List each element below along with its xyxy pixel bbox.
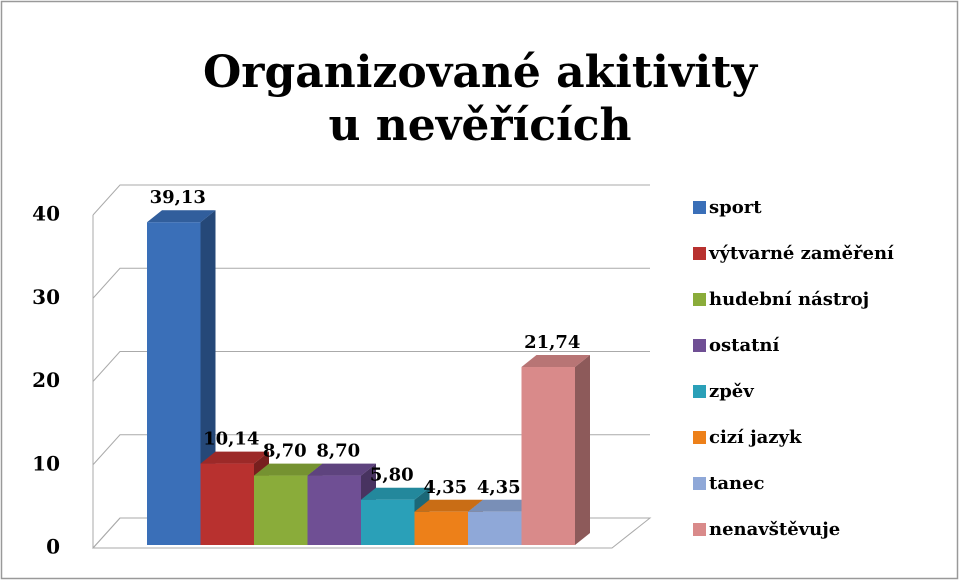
legend-label: cizí jazyk bbox=[709, 427, 802, 448]
bar bbox=[147, 222, 201, 546]
legend-label: sport bbox=[709, 197, 762, 218]
bar-top bbox=[521, 355, 590, 368]
legend-label: výtvarné zaměření bbox=[708, 243, 894, 264]
bar bbox=[468, 511, 522, 545]
legend-swatch bbox=[693, 523, 706, 536]
legend-label: tanec bbox=[709, 473, 765, 494]
bar bbox=[361, 499, 415, 545]
y-tick-label: 0 bbox=[46, 535, 60, 559]
bar-top bbox=[468, 499, 537, 512]
bar-top-shade bbox=[414, 499, 483, 512]
data-label: 39,13 bbox=[150, 187, 206, 208]
bar-top-shade bbox=[254, 463, 323, 476]
bar-top bbox=[414, 499, 483, 512]
bar-top bbox=[254, 463, 323, 476]
grid-line bbox=[92, 434, 650, 466]
bar-side bbox=[575, 355, 590, 545]
bar-top-shade bbox=[200, 451, 269, 464]
data-label: 8,70 bbox=[263, 441, 307, 462]
bar-top-shade bbox=[521, 355, 590, 368]
bar-top bbox=[307, 463, 376, 476]
bar-top-shade bbox=[307, 463, 376, 476]
legend-swatch bbox=[693, 385, 706, 398]
bar bbox=[307, 475, 361, 545]
grid-line bbox=[92, 267, 650, 299]
y-tick-label: 10 bbox=[32, 451, 60, 475]
legend-label: zpěv bbox=[709, 381, 754, 402]
data-label: 4,35 bbox=[477, 477, 521, 498]
y-tick-label: 20 bbox=[32, 368, 60, 392]
bar-top-shade bbox=[468, 499, 537, 512]
bar-top-shade bbox=[361, 487, 430, 500]
legend-label: ostatní bbox=[709, 335, 780, 356]
y-tick-label: 40 bbox=[32, 202, 60, 226]
legend-swatch bbox=[693, 293, 706, 306]
legend-label: nenavštěvuje bbox=[709, 519, 840, 540]
bar-side-shade bbox=[575, 355, 590, 545]
data-label: 21,74 bbox=[524, 332, 580, 353]
bar-top bbox=[361, 487, 430, 500]
legend-label: hudební nástroj bbox=[709, 289, 869, 310]
bar bbox=[200, 463, 254, 545]
legend-swatch bbox=[693, 431, 706, 444]
legend-swatch bbox=[693, 247, 706, 260]
data-label: 4,35 bbox=[423, 477, 467, 498]
bar bbox=[414, 511, 468, 545]
data-label: 5,80 bbox=[370, 465, 414, 486]
grid-line bbox=[92, 351, 650, 382]
grid-line bbox=[92, 184, 650, 216]
bar-top-shade bbox=[147, 210, 216, 223]
bar-top bbox=[200, 451, 269, 464]
bar-top bbox=[147, 210, 216, 223]
chart-title: Organizované akitivity u nevěřících bbox=[203, 47, 759, 151]
legend-swatch bbox=[693, 339, 706, 352]
data-label: 8,70 bbox=[316, 441, 360, 462]
bar bbox=[254, 475, 308, 545]
data-label: 10,14 bbox=[203, 429, 259, 450]
legend-swatch bbox=[693, 201, 706, 214]
legend-swatch bbox=[693, 477, 706, 490]
y-tick-label: 30 bbox=[32, 285, 60, 309]
bar bbox=[521, 367, 575, 545]
